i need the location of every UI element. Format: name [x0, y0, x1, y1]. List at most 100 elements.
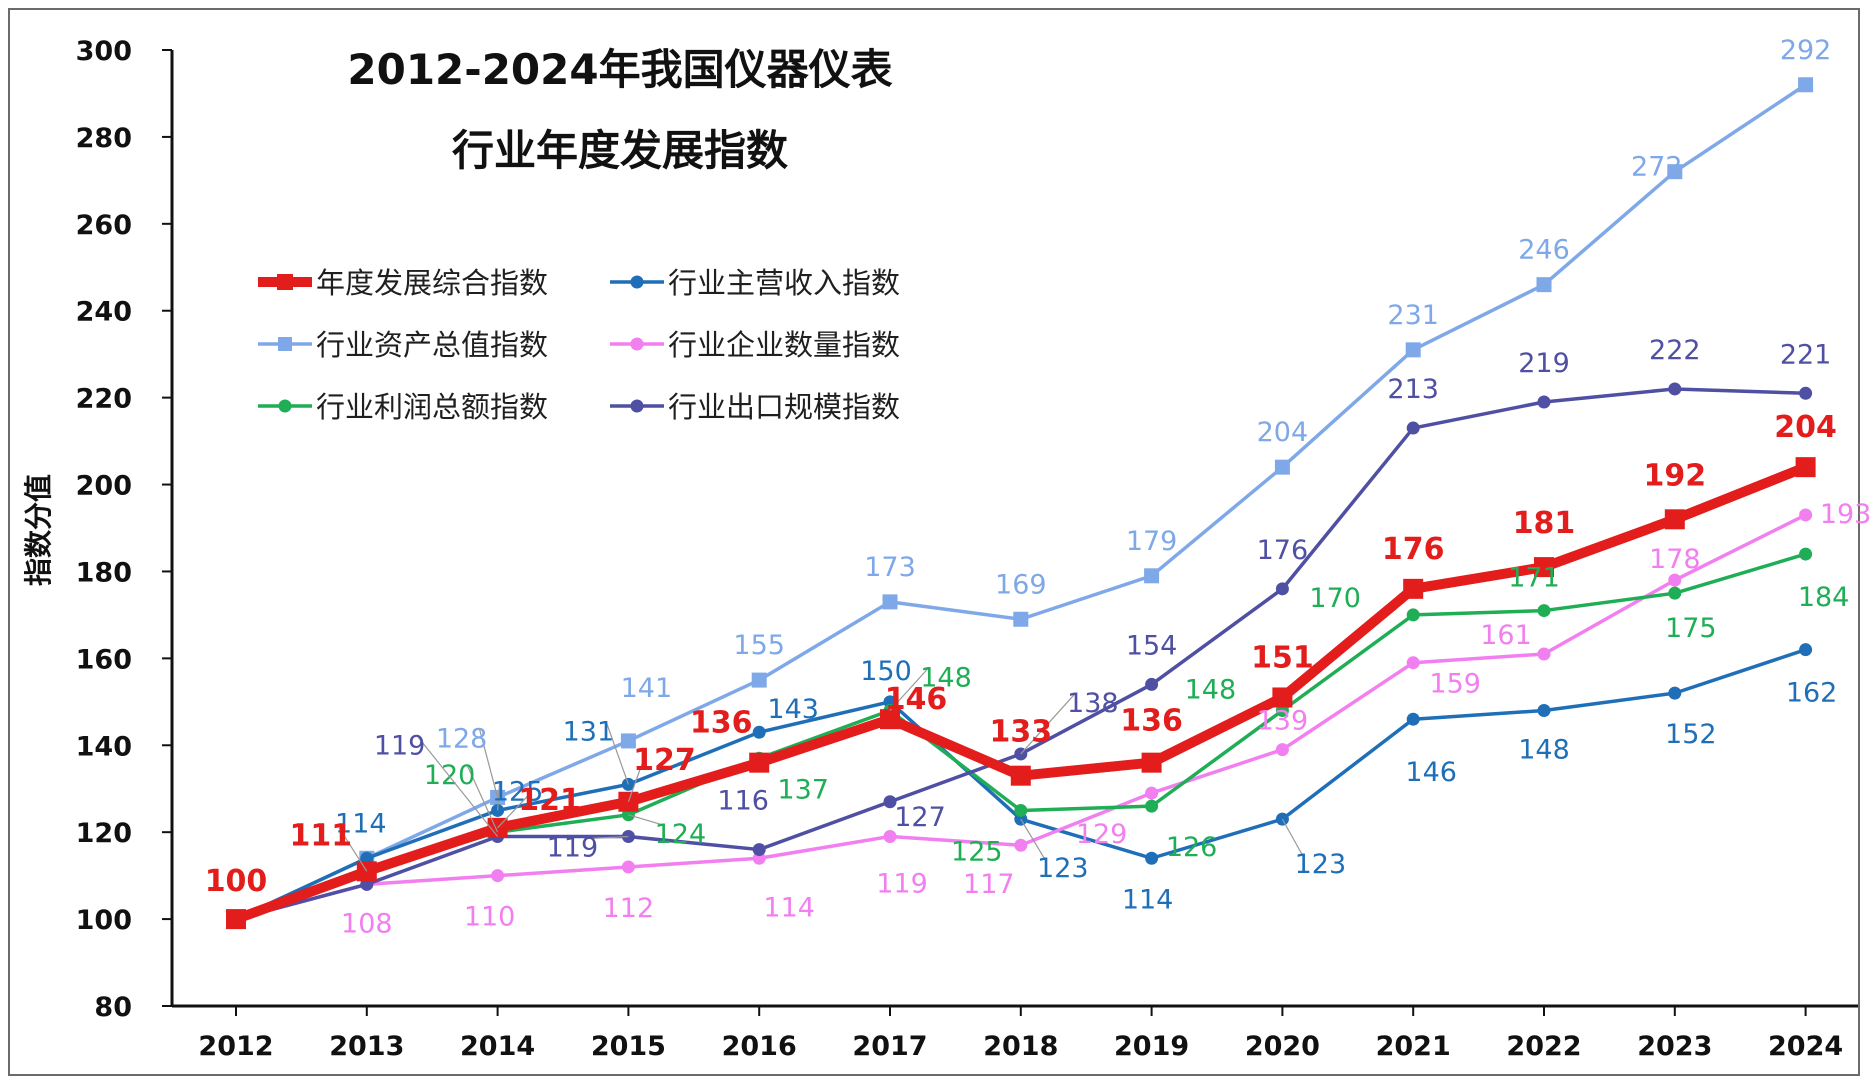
data-label: 231	[1387, 300, 1439, 331]
label-leader-line	[628, 814, 663, 826]
data-label: 123	[1295, 849, 1347, 880]
data-point	[1403, 578, 1424, 599]
x-tick-label: 2022	[1506, 1031, 1581, 1062]
y-tick-label: 280	[76, 123, 132, 154]
data-label: 119	[876, 869, 928, 900]
data-point	[1145, 799, 1159, 813]
y-tick-label: 200	[76, 471, 132, 502]
legend-item: 年度发展综合指数	[258, 266, 548, 300]
data-label: 152	[1665, 719, 1717, 750]
y-tick-label: 120	[76, 818, 132, 849]
data-label: 133	[989, 715, 1052, 750]
data-point	[1667, 164, 1683, 180]
data-point	[1668, 573, 1682, 587]
data-label: 176	[1382, 532, 1445, 567]
data-label: 175	[1665, 613, 1717, 644]
legend-label: 年度发展综合指数	[316, 266, 548, 300]
data-label: 141	[621, 673, 673, 704]
x-tick-label: 2021	[1376, 1031, 1451, 1062]
data-label: 114	[763, 892, 815, 923]
data-point	[1795, 457, 1816, 478]
data-label: 246	[1518, 235, 1570, 266]
data-point	[1014, 803, 1028, 817]
legend-swatch-marker	[630, 337, 644, 351]
legend-item: 行业利润总额指数	[258, 390, 548, 424]
data-label: 127	[894, 802, 946, 833]
data-point	[883, 795, 897, 809]
data-label: 193	[1820, 499, 1872, 530]
data-label: 126	[1166, 832, 1218, 863]
data-point	[226, 909, 246, 930]
chart-frame	[8, 8, 1860, 1076]
data-point	[1536, 277, 1552, 293]
data-label: 125	[492, 776, 544, 807]
data-point	[749, 752, 770, 773]
label-leader-line	[889, 668, 929, 711]
data-label: 146	[885, 682, 948, 717]
data-label: 170	[1309, 583, 1361, 614]
y-tick-label: 160	[76, 644, 132, 675]
data-point	[1537, 704, 1551, 718]
data-label: 184	[1798, 582, 1850, 613]
data-label: 127	[633, 743, 696, 778]
data-label: 112	[603, 893, 655, 924]
label-leader-line	[467, 765, 499, 833]
data-label: 213	[1387, 374, 1439, 405]
data-point	[1141, 752, 1162, 773]
legend-swatch-marker	[278, 399, 292, 413]
x-tick-label: 2018	[983, 1031, 1058, 1062]
data-label: 221	[1780, 339, 1832, 370]
data-point	[752, 725, 766, 739]
data-point	[1275, 743, 1289, 757]
data-point	[621, 860, 635, 874]
x-tick-label: 2015	[591, 1031, 666, 1062]
data-label: 125	[951, 836, 1003, 867]
y-tick-label: 140	[76, 731, 132, 762]
x-tick-label: 2020	[1245, 1031, 1320, 1062]
data-point	[1145, 786, 1159, 800]
legend-item: 行业资产总值指数	[258, 328, 548, 362]
data-label: 176	[1257, 535, 1309, 566]
data-label: 111	[289, 818, 352, 853]
data-labels: 1281411551731691792042312462722921141251…	[205, 35, 1872, 940]
y-tick-label: 300	[76, 36, 132, 67]
y-tick-label: 180	[76, 557, 132, 588]
data-label: 181	[1513, 506, 1576, 541]
legend-label: 行业主营收入指数	[668, 266, 900, 300]
data-label: 137	[777, 774, 829, 805]
data-label: 169	[995, 569, 1047, 600]
series-5	[226, 457, 1816, 930]
data-point	[1799, 643, 1813, 657]
chart-title-line-2: 行业年度发展指数	[452, 126, 788, 175]
series-0	[228, 77, 1814, 927]
data-label: 110	[464, 902, 516, 933]
data-point	[1275, 582, 1289, 596]
legend-item: 行业出口规模指数	[610, 390, 900, 424]
series-layer	[226, 77, 1816, 930]
data-label: 161	[1480, 620, 1532, 651]
data-label: 117	[963, 869, 1015, 900]
data-point	[1010, 765, 1031, 786]
y-tick-label: 240	[76, 297, 132, 328]
data-point	[1537, 604, 1551, 618]
y-axis-label: 指数分值	[22, 474, 55, 586]
data-label: 222	[1649, 335, 1701, 366]
chart-title-line-1: 2012-2024年我国仪器仪表	[347, 45, 892, 94]
data-label: 178	[1649, 544, 1701, 575]
data-point	[620, 733, 636, 749]
data-point	[880, 709, 900, 730]
x-tick-label: 2024	[1768, 1031, 1843, 1062]
data-point	[1405, 342, 1421, 358]
x-tick-label: 2019	[1114, 1031, 1189, 1062]
label-leader-line	[590, 835, 629, 840]
data-label: 204	[1257, 417, 1309, 448]
data-label: 119	[547, 833, 599, 864]
legend-swatch-marker	[630, 399, 644, 413]
data-point	[883, 830, 897, 844]
data-label: 162	[1786, 678, 1838, 709]
data-point	[1406, 608, 1420, 622]
data-point	[752, 843, 766, 857]
data-label: 219	[1518, 348, 1570, 379]
data-label: 119	[374, 731, 426, 762]
data-point	[1798, 77, 1814, 93]
